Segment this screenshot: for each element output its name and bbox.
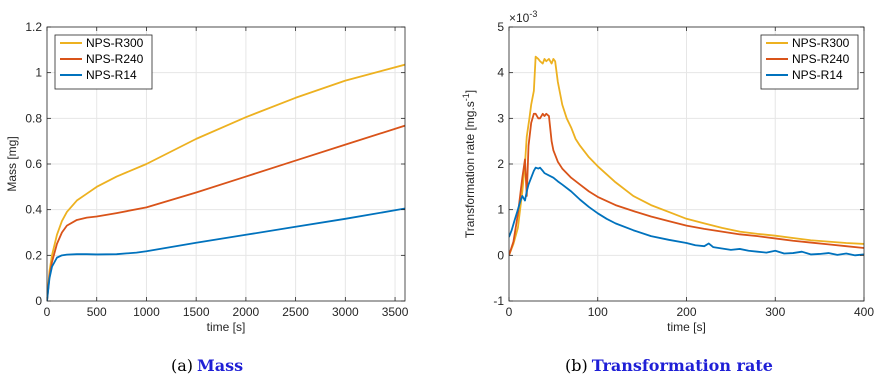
series-line-nps-r300 (509, 55, 864, 256)
y-tick-label: 1 (497, 203, 504, 217)
x-tick-label: 0 (506, 305, 513, 319)
y-tick-label: 0 (497, 248, 504, 262)
x-tick-label: 300 (765, 305, 785, 319)
x-tick-label: 2000 (233, 305, 260, 319)
y-tick-label: 0.6 (25, 157, 42, 171)
y-exponent-label: ×10-3 (509, 9, 537, 25)
x-tick-label: 200 (676, 305, 696, 319)
legend-label: NPS-R14 (86, 68, 137, 82)
x-tick-label: 0 (44, 305, 51, 319)
caption-b-title: Transformation rate (592, 356, 773, 375)
y-axis-label: Transformation rate [mg.s-1] (461, 90, 477, 238)
x-axis-label: time [s] (667, 320, 706, 334)
x-tick-label: 100 (588, 305, 608, 319)
y-axis-label: Mass [mg] (5, 136, 19, 191)
y-tick-label: 2 (497, 157, 504, 171)
legend-label: NPS-R300 (86, 36, 144, 50)
x-tick-label: 400 (854, 305, 874, 319)
x-tick-label: 3000 (332, 305, 359, 319)
caption-b: (b) Transformation rate (565, 356, 773, 375)
x-tick-label: 1500 (183, 305, 210, 319)
caption-a-title: Mass (197, 356, 243, 375)
y-tick-label: 0.8 (25, 111, 42, 125)
x-tick-label: 500 (87, 305, 107, 319)
y-tick-label: 1.2 (25, 20, 42, 34)
series-line-nps-r300 (47, 63, 405, 301)
y-tick-label: 3 (497, 111, 504, 125)
legend-label: NPS-R240 (792, 52, 850, 66)
caption-b-index: (b) (565, 356, 588, 375)
series-line-nps-r240 (509, 112, 864, 256)
legend-label: NPS-R240 (86, 52, 144, 66)
x-tick-label: 3500 (382, 305, 409, 319)
y-tick-label: 4 (497, 66, 504, 80)
x-tick-label: 2500 (282, 305, 309, 319)
x-tick-label: 1000 (133, 305, 160, 319)
caption-a-index: (a) (171, 356, 193, 375)
y-tick-label: 0.4 (25, 203, 42, 217)
caption-a: (a) Mass (171, 356, 243, 375)
y-tick-label: 0 (35, 294, 42, 308)
y-tick-label: -1 (493, 294, 504, 308)
series-line-nps-r14 (47, 207, 405, 301)
x-axis-label: time [s] (207, 320, 246, 334)
legend-label: NPS-R14 (792, 68, 843, 82)
mass-chart: 0 500 1000 1500 2000 2500 3000 3500 0 0.2 0.4 0.6 0.… (5, 20, 409, 334)
legend-label: NPS-R300 (792, 36, 850, 50)
y-tick-label: 1 (35, 66, 42, 80)
y-tick-label: 5 (497, 20, 504, 34)
series-line-nps-r14 (509, 166, 864, 257)
y-tick-label: 0.2 (25, 248, 42, 262)
series-line-nps-r240 (47, 124, 405, 301)
